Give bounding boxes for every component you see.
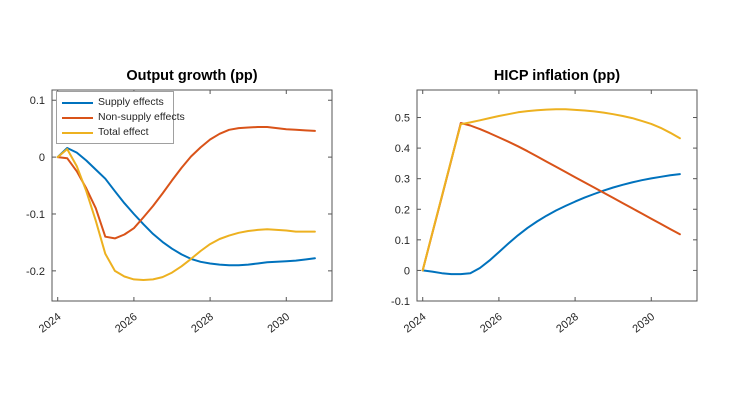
y-tick-label: 0 xyxy=(39,152,45,164)
y-tick-label: -0.2 xyxy=(26,266,45,278)
hicp-inflation-plot-area: 2024 2026 2028 2030 0.5 0.4 0.3 0.2 0.1 0 -0.1 xyxy=(391,89,698,336)
supply-effects-line-swatch xyxy=(62,101,93,104)
y-tick-label: -0.1 xyxy=(26,209,45,221)
x-tick-label: 2030 xyxy=(630,311,657,336)
chart-title-hicp-inflation: HICP inflation (pp) xyxy=(493,68,621,84)
x-tick-label: 2024 xyxy=(37,311,64,336)
y-tick-label: 0 xyxy=(404,265,410,277)
total-effect-line xyxy=(421,108,681,272)
legend-item-supply-effects: Supply effects xyxy=(57,95,173,110)
legend-item-non-supply-effects: Non-supply effects xyxy=(57,110,185,125)
supply-effects-line xyxy=(421,173,681,276)
non-supply-effects-line-swatch xyxy=(62,116,93,119)
legend-label: Supply effects xyxy=(98,96,164,108)
y-tick-label: 0.4 xyxy=(395,143,410,155)
x-tick-label: 2026 xyxy=(113,311,140,336)
x-tick-label: 2028 xyxy=(554,311,581,336)
legend: Supply effects Non-supply effects Total … xyxy=(56,91,185,144)
non-supply-effects-line xyxy=(56,126,316,240)
x-tick-label: 2024 xyxy=(402,311,429,336)
total-effect-line xyxy=(56,148,316,281)
axes-box xyxy=(416,89,698,302)
y-tick-label: 0.1 xyxy=(30,95,45,107)
legend-label: Total effect xyxy=(98,126,149,138)
x-tick-label: 2026 xyxy=(478,311,505,336)
y-tick-label: 0.3 xyxy=(395,174,410,186)
hicp-inflation-chart: 2024 2026 2028 2030 0.5 0.4 0.3 0.2 0.1 0 -0.1 HIC… xyxy=(365,60,730,360)
total-effect-line-swatch xyxy=(62,131,93,134)
legend-item-total-effect: Total effect xyxy=(57,125,173,140)
y-tick-label: 0.1 xyxy=(395,235,410,247)
supply-effects-line xyxy=(56,147,316,267)
chart-title-output-growth: Output growth (pp) xyxy=(126,68,258,84)
y-tick-label: -0.1 xyxy=(391,296,410,308)
output-growth-chart: 2024 2026 2028 2030 0.1 0 -0.1 -0.2 Output grow… xyxy=(0,60,365,360)
x-tick-label: 2028 xyxy=(189,311,216,336)
x-tick-label: 2030 xyxy=(265,311,292,336)
output-growth-plot-area: 2024 2026 2028 2030 0.1 0 -0.1 -0.2 xyxy=(26,89,333,336)
y-tick-label: 0.5 xyxy=(395,113,410,125)
y-tick-label: 0.2 xyxy=(395,204,410,216)
legend-label: Non-supply effects xyxy=(98,111,185,123)
